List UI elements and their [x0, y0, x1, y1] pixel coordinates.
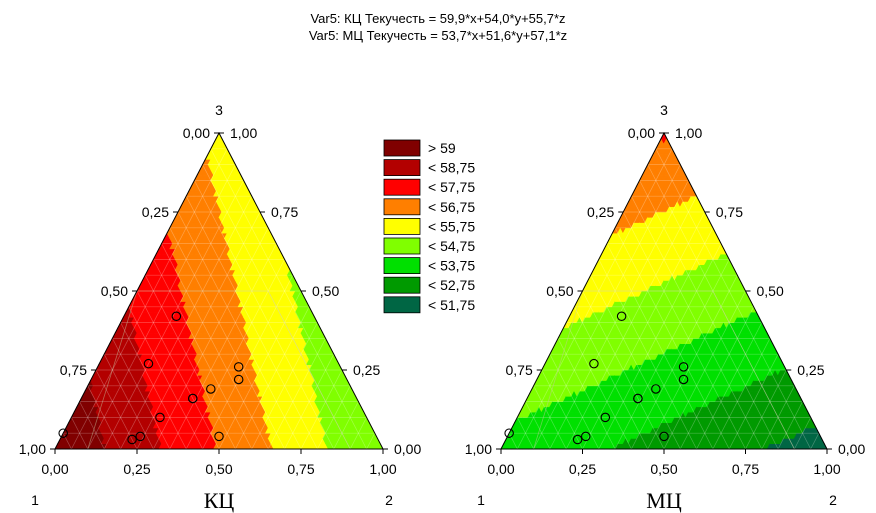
- axis-label: КЦ: [204, 488, 235, 513]
- tick-label-right: 0,50: [312, 283, 339, 299]
- tick-label-bottom: 0,75: [287, 461, 314, 477]
- tick-label-bottom: 0,25: [123, 461, 150, 477]
- vertex-label-1: 1: [31, 492, 39, 508]
- chart-title-1: Var5: КЦ Текучесть = 59,9*x+54,0*y+55,7*…: [310, 11, 566, 26]
- tick-label-left: 0,50: [101, 283, 128, 299]
- tick-label-left: 0,25: [142, 204, 169, 220]
- tick-label-left: 0,00: [183, 125, 210, 141]
- tick-label-bottom: 1,00: [369, 461, 396, 477]
- ternary-plot-mc: 0,001,00 0,000,250,75 0,250,500,50 0,500,75…: [465, 102, 866, 513]
- ternary-plot-kc: 0,00 1,00 0,00 0,25 0,75 0,25 0,50 0,50 0,50 0,75…: [19, 102, 422, 513]
- tick-label-right: 0,75: [271, 204, 298, 220]
- tick-label-right: 0,25: [353, 362, 380, 378]
- chart-title-2: Var5: МЦ Текучесть = 53,7*x+51,6*y+57,1*…: [308, 28, 568, 43]
- vertex-label-3: 3: [215, 102, 223, 118]
- tick-label-right: 1,00: [230, 125, 257, 141]
- tick-label-left: 0,75: [60, 362, 87, 378]
- tick-label-bottom: 0,00: [41, 461, 68, 477]
- chart-title-block: Var5: КЦ Текучесть = 59,9*x+54,0*y+55,7*…: [0, 10, 876, 44]
- vertex-label-2: 2: [385, 492, 393, 508]
- contour-surface: [54, 132, 384, 450]
- tick-label-left: 1,00: [19, 441, 46, 457]
- tick-label-right: 0,00: [394, 441, 421, 457]
- tick-label-bottom: 0,50: [205, 461, 232, 477]
